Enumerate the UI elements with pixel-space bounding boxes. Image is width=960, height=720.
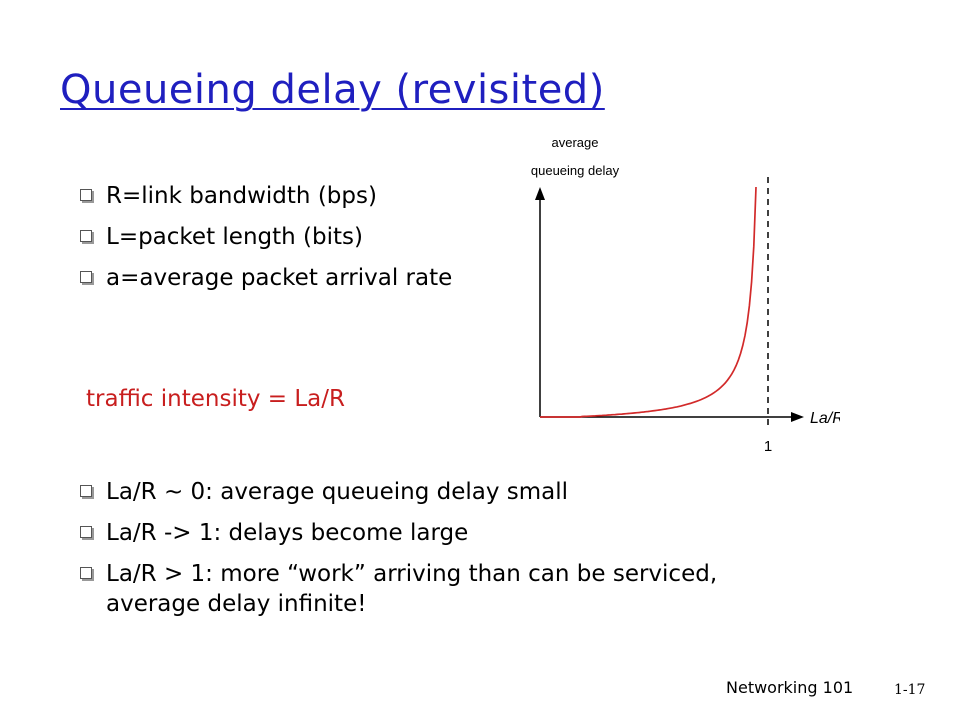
bullet-item: La/R > 1: more “work” arriving than can … — [80, 559, 760, 619]
bullet-item: R=link bandwidth (bps) — [80, 181, 460, 211]
delay-curve — [540, 186, 757, 418]
y-axis-label-line1: average — [552, 135, 599, 150]
traffic-intensity-label: traffic intensity = La/R — [86, 386, 346, 412]
square-bullet-icon — [80, 567, 92, 579]
square-bullet-icon — [80, 526, 92, 538]
square-bullet-icon — [80, 485, 92, 497]
square-bullet-icon — [80, 271, 92, 283]
y-axis-label-line2: queueing delay — [531, 163, 620, 178]
bullet-item: L=packet length (bits) — [80, 222, 460, 252]
bullet-list-regimes: La/R ~ 0: average queueing delay small L… — [80, 477, 760, 630]
bullet-list-definitions: R=link bandwidth (bps) L=packet length (… — [80, 181, 460, 304]
square-bullet-icon — [80, 189, 92, 201]
bullet-text: a=average packet arrival rate — [106, 265, 453, 291]
bullet-text: R=link bandwidth (bps) — [106, 183, 377, 209]
x-axis-label: La/R — [810, 410, 840, 427]
bullet-item: a=average packet arrival rate — [80, 263, 460, 293]
bullet-text: L=packet length (bits) — [106, 224, 363, 250]
queueing-delay-figure: average queueing delay La/R 1 — [465, 125, 844, 465]
slide-title: Queueing delay (revisited) — [60, 67, 605, 113]
bullet-text: La/R -> 1: delays become large — [106, 520, 469, 546]
footer-course-name: Networking 101 — [726, 678, 854, 697]
bullet-item: La/R ~ 0: average queueing delay small — [80, 477, 760, 507]
bullet-item: La/R -> 1: delays become large — [80, 518, 760, 548]
x-tick-label-one: 1 — [764, 438, 772, 455]
y-axis-arrow-icon — [535, 187, 545, 200]
footer-slide-number: 1-17 — [894, 682, 926, 698]
bullet-text: La/R ~ 0: average queueing delay small — [106, 479, 569, 505]
bullet-text: La/R > 1: more “work” arriving than can … — [106, 561, 718, 617]
queueing-delay-graph: average queueing delay La/R 1 — [531, 135, 844, 455]
square-bullet-icon — [80, 230, 92, 242]
x-axis-arrow-icon — [791, 412, 804, 422]
